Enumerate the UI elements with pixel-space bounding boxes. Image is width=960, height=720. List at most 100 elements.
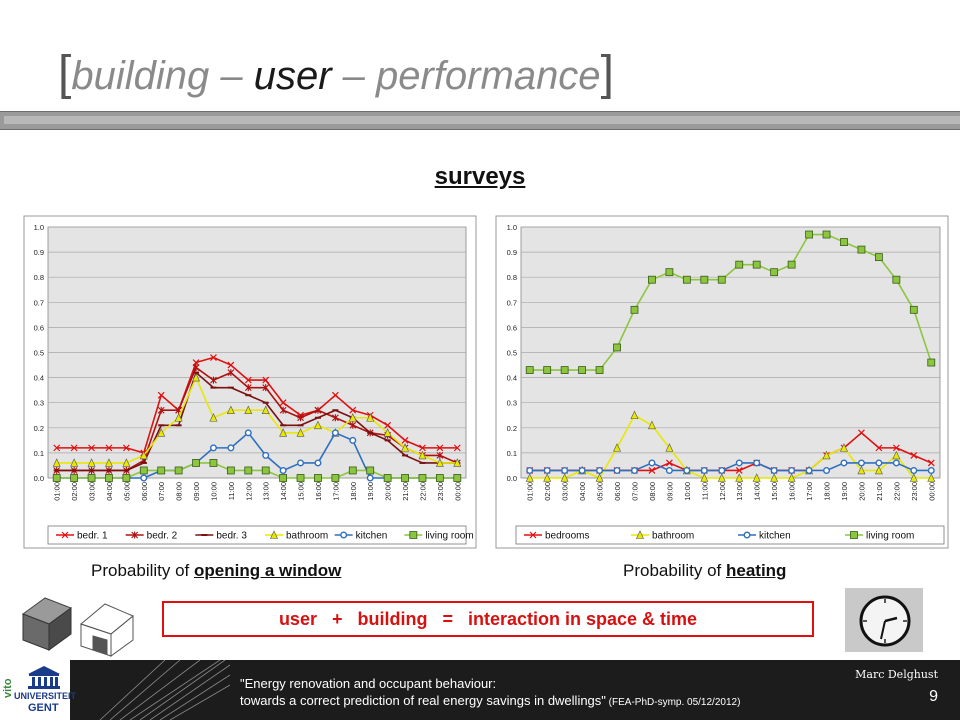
data-point <box>874 465 883 475</box>
data-point <box>648 459 656 467</box>
data-point <box>435 458 444 467</box>
data-point <box>366 474 374 482</box>
legend-label: bedr. 3 <box>216 531 247 542</box>
legend-marker <box>270 530 278 539</box>
data-point <box>52 458 61 467</box>
data-point <box>209 413 218 422</box>
data-point <box>401 444 409 452</box>
x-tick-label: 06:00 <box>140 482 149 501</box>
data-point <box>647 420 656 430</box>
data-point <box>700 466 708 474</box>
series-line <box>529 414 932 479</box>
x-tick-label: 19:00 <box>840 482 849 501</box>
y-tick-label: 1.0 <box>507 223 517 232</box>
data-point <box>735 459 743 467</box>
data-point <box>857 459 865 467</box>
data-point <box>313 420 322 430</box>
data-point <box>297 459 305 467</box>
data-point <box>70 458 79 467</box>
data-point <box>244 376 252 384</box>
clock-minute-hand <box>880 620 886 640</box>
footer-event: (FEA-PhD-symp. 05/12/2012) <box>605 697 741 708</box>
data-point <box>718 466 726 474</box>
title-part-performance: – performance <box>331 54 601 98</box>
data-point <box>279 474 288 482</box>
data-point <box>613 443 621 452</box>
data-point <box>140 449 148 457</box>
data-point <box>718 467 726 474</box>
data-point <box>174 466 183 475</box>
y-tick-label: 0.3 <box>507 399 517 408</box>
data-point <box>805 465 814 475</box>
data-point <box>770 268 779 277</box>
series-bedr-1 <box>53 354 461 457</box>
data-point <box>648 275 656 284</box>
data-point <box>909 473 918 482</box>
data-point <box>174 413 183 422</box>
data-point <box>70 474 79 482</box>
data-point <box>210 354 217 361</box>
data-point <box>418 474 426 482</box>
data-point <box>331 391 339 399</box>
data-point <box>401 436 409 444</box>
data-point <box>244 466 253 475</box>
data-point <box>910 451 918 459</box>
data-point <box>296 474 305 482</box>
series-line <box>56 432 458 479</box>
data-point <box>665 268 674 277</box>
data-point <box>53 466 61 474</box>
data-point <box>436 451 444 459</box>
data-point <box>578 465 587 475</box>
data-point <box>892 459 900 467</box>
data-point <box>543 366 552 374</box>
data-point <box>630 466 638 474</box>
series-kitchen <box>526 459 935 474</box>
series-line <box>56 376 458 464</box>
data-point <box>525 366 534 374</box>
data-point <box>752 473 761 482</box>
data-point <box>788 466 796 474</box>
data-point <box>648 467 656 474</box>
data-point <box>349 406 357 414</box>
x-tick-label: 21:00 <box>875 482 884 501</box>
data-point <box>192 372 201 382</box>
legend-marker <box>636 530 644 539</box>
data-point <box>384 474 392 482</box>
data-point <box>560 473 569 482</box>
data-point <box>122 466 130 474</box>
data-point <box>418 450 427 460</box>
caption-heating-emphasis: heating <box>726 561 787 580</box>
data-point <box>366 429 374 437</box>
data-point <box>596 467 603 474</box>
data-point <box>682 465 691 475</box>
data-point <box>665 459 673 467</box>
data-point <box>227 369 235 377</box>
x-tick-label: 22:00 <box>418 482 427 501</box>
slide-title: [building – user – performance] <box>58 46 614 101</box>
data-point <box>874 253 883 262</box>
data-point <box>122 474 131 482</box>
data-point <box>840 238 848 246</box>
x-tick-label: 02:00 <box>543 482 552 501</box>
plot-area <box>520 226 941 479</box>
data-point <box>192 359 200 366</box>
series-line <box>56 356 458 454</box>
solid-house-icon <box>21 597 73 651</box>
x-tick-label: 17:00 <box>805 482 814 501</box>
x-tick-label: 00:00 <box>927 482 936 501</box>
data-point <box>105 474 113 482</box>
chart-frame <box>495 215 949 549</box>
data-point <box>840 444 848 452</box>
data-point <box>578 466 586 474</box>
x-tick-label: 04:00 <box>578 482 587 501</box>
x-tick-label: 08:00 <box>648 482 657 501</box>
data-point <box>753 459 761 467</box>
legend-box <box>515 525 945 545</box>
x-tick-label: 10:00 <box>683 482 692 501</box>
logo-area: vito UNIVERSITEIT GENT <box>0 660 76 720</box>
x-tick-label: 18:00 <box>349 482 358 501</box>
data-point <box>665 466 673 474</box>
data-point <box>348 413 357 422</box>
data-point <box>70 466 78 474</box>
data-point <box>140 456 148 464</box>
